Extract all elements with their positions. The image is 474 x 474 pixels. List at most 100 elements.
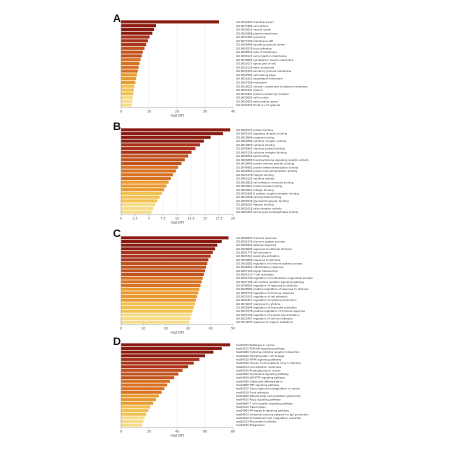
term-label: GO:0001618 virus receptor activity (236, 206, 282, 210)
bar (121, 150, 192, 154)
term-label: GO:0019901 protein kinase binding (236, 184, 283, 188)
bar (121, 58, 141, 62)
term-label: GO:0019904 protein domain specific bindi… (236, 162, 294, 166)
term-label: GO:0098552 side of membrane (236, 50, 277, 54)
bar (121, 372, 179, 376)
term-label: hsa04062 Chemokine signaling pathway (236, 372, 289, 376)
term-label: hsa05200 Pathways in cancer (236, 343, 276, 347)
x-tick-label: 0 (120, 217, 122, 221)
term-label: GO:0005102 signaling receptor binding (236, 132, 288, 136)
bar (121, 77, 137, 81)
term-label: GO:0022407 regulation of cell-cell adhes… (236, 317, 293, 321)
bar (121, 203, 156, 207)
x-tick-label: 50 (231, 327, 235, 331)
bar (121, 343, 231, 347)
term-label: GO:0005886 plasma membrane (236, 31, 278, 35)
bar (121, 173, 174, 177)
bar (121, 390, 162, 394)
term-label: GO:0048583 regulation of response to sti… (236, 284, 298, 288)
term-label: GO:0044425 membrane part (236, 20, 274, 24)
term-label: hsa04510 Focal adhesion (236, 390, 269, 394)
bar (121, 243, 218, 247)
term-label: hsa04010 MAPK signaling pathway (236, 357, 282, 361)
bar (121, 46, 145, 50)
term-label: GO:0002694 regulation of leukocyte activ… (236, 306, 297, 310)
term-label: GO:0030139 early endosome (236, 65, 275, 69)
bar (121, 261, 208, 266)
term-label: GO:0030117 apical part of cell (236, 62, 276, 66)
term-label: GO:0004896 cytokine receptor activity (236, 139, 287, 143)
bar (121, 161, 182, 166)
bar (121, 95, 133, 100)
bar (121, 128, 231, 132)
bar (121, 302, 195, 306)
term-label: GO:0045321 leukocyte activation (236, 254, 280, 258)
bar (121, 298, 197, 302)
bar (121, 291, 199, 295)
bar (121, 27, 155, 32)
term-label: GO:0008289 lipid binding (236, 154, 270, 158)
term-label: hsa05166 Human T-cell leukemia virus 1 i… (236, 361, 301, 365)
x-axis-title: -log10(P) (170, 114, 184, 118)
term-label: GO:0034097 response to cytokine (236, 302, 281, 306)
term-label: GO:0046982 protein heterodimerization ac… (236, 165, 299, 169)
bar (121, 69, 138, 73)
x-tick-label: 2.5 (132, 217, 137, 221)
term-label: GO:0005768 endosome (236, 80, 267, 84)
bar (121, 379, 170, 383)
bar (121, 368, 183, 372)
term-label: GO:0005178 integrin binding (236, 173, 274, 177)
term-label: hsa05205 Proteoglycans in cancer (236, 368, 282, 372)
x-tick-label: 12.5 (187, 217, 194, 221)
bar (121, 92, 134, 96)
bar (121, 180, 169, 184)
term-label: GO:0002376 immune system process (236, 240, 286, 244)
x-tick-label: 10 (147, 110, 151, 114)
term-label: GO:0030246 carbohydrate binding (236, 195, 282, 199)
bar (121, 383, 168, 387)
bar (121, 320, 190, 324)
bar (121, 416, 145, 420)
bar (121, 135, 211, 139)
term-label: hsa04145 Phagosome (236, 423, 265, 427)
bar (121, 394, 159, 398)
bar (121, 65, 139, 69)
x-tick-label: 20 (164, 327, 168, 331)
term-label: GO:0002682 regulation of immune system p… (236, 262, 303, 266)
term-label: GO:0006952 defense response (236, 243, 277, 247)
x-tick-label: 15 (203, 217, 207, 221)
bar (121, 84, 135, 88)
bar (121, 376, 175, 380)
bar (121, 412, 147, 416)
bar (121, 176, 171, 181)
bar (121, 31, 153, 35)
bar (121, 409, 149, 413)
x-tick-label: 40 (209, 327, 213, 331)
term-label: GO:0005576 focal adhesion (236, 46, 272, 50)
term-label: GO:0019899 enzyme binding (236, 135, 274, 139)
bar (121, 191, 162, 195)
term-label: GO:0030155 regulation of cell adhesion (236, 295, 288, 299)
bar (121, 43, 147, 47)
bar (121, 158, 185, 162)
bar (121, 420, 144, 424)
term-label: GO:0005925 extracellular space (236, 99, 278, 103)
bar (121, 283, 201, 288)
term-label: GO:0050896 response to stimulus (236, 258, 281, 262)
bar (121, 188, 165, 192)
bar (121, 247, 216, 251)
term-label: GO:0050839 cell adhesion molecule bindin… (236, 180, 294, 184)
term-label: GO:0009986 secretory granule lumen (236, 43, 285, 47)
bar (121, 239, 222, 244)
term-label: hsa04660 T cell receptor signaling pathw… (236, 401, 293, 405)
bar (121, 54, 142, 58)
bar (121, 50, 143, 54)
bar (121, 206, 154, 210)
bar (121, 195, 160, 199)
term-label: hsa04064 NF-kappa B signaling pathway (236, 409, 290, 413)
term-label: hsa04630 JAK-STAT signaling pathway (236, 376, 286, 380)
bar (121, 165, 179, 169)
x-tick-label: 60 (203, 430, 207, 434)
x-tick-label: 20 (175, 110, 179, 114)
